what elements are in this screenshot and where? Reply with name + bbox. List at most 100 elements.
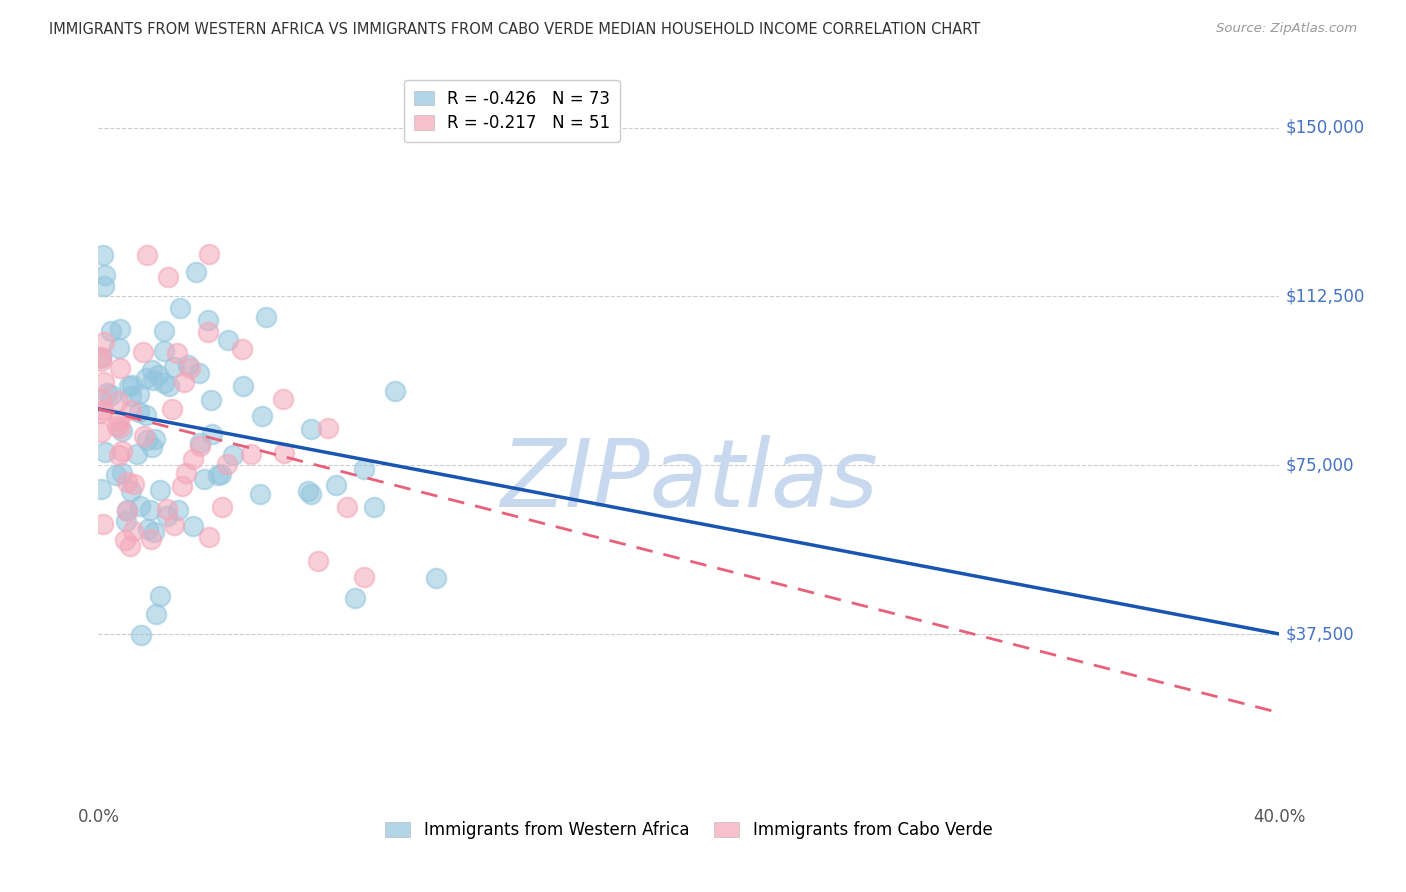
Point: [117, 379, 139, 393]
Point: [107, 342, 129, 356]
Point: [121, 524, 143, 539]
Point: [193, 472, 215, 486]
Point: [231, 342, 253, 356]
Point: [156, 508, 179, 523]
Point: [100, 324, 122, 338]
Point: [215, 457, 238, 471]
Point: [93, 375, 115, 389]
Point: [384, 384, 406, 398]
Point: [117, 503, 139, 517]
Point: [93, 279, 115, 293]
Point: [198, 530, 221, 544]
Point: [115, 514, 138, 528]
Point: [136, 433, 159, 447]
Point: [141, 441, 163, 455]
Text: $37,500: $37,500: [1285, 625, 1354, 643]
Point: [186, 265, 208, 279]
Point: [254, 310, 277, 324]
Point: [90, 350, 112, 364]
Legend: Immigrants from Western Africa, Immigrants from Cabo Verde: Immigrants from Western Africa, Immigran…: [378, 814, 1000, 846]
Point: [221, 448, 243, 462]
Text: IMMIGRANTS FROM WESTERN AFRICA VS IMMIGRANTS FROM CABO VERDE MEDIAN HOUSEHOLD IN: IMMIGRANTS FROM WESTERN AFRICA VS IMMIGR…: [49, 22, 980, 37]
Point: [93, 516, 115, 531]
Point: [176, 358, 198, 372]
Point: [108, 421, 131, 435]
Point: [96, 385, 118, 400]
Point: [100, 388, 122, 402]
Point: [138, 503, 160, 517]
Point: [111, 424, 134, 438]
Point: [128, 387, 150, 401]
Point: [120, 483, 142, 498]
Point: [128, 404, 150, 418]
Point: [336, 500, 359, 514]
Point: [136, 522, 159, 536]
Text: ZIPatlas: ZIPatlas: [501, 435, 877, 526]
Point: [181, 518, 204, 533]
Point: [211, 500, 233, 514]
Point: [148, 368, 170, 382]
Point: [316, 421, 339, 435]
Point: [108, 448, 131, 462]
Point: [90, 351, 112, 366]
Point: [188, 439, 211, 453]
Point: [181, 451, 204, 466]
Point: [325, 477, 347, 491]
Point: [232, 378, 254, 392]
Point: [167, 503, 190, 517]
Point: [128, 500, 150, 514]
Point: [129, 628, 152, 642]
Point: [108, 413, 131, 427]
Point: [108, 321, 131, 335]
Point: [120, 403, 142, 417]
Point: [114, 533, 136, 548]
Point: [163, 517, 186, 532]
Point: [145, 607, 167, 621]
Point: [110, 360, 132, 375]
Point: [344, 591, 367, 605]
Text: $150,000: $150,000: [1285, 119, 1364, 136]
Point: [120, 389, 142, 403]
Point: [90, 425, 112, 439]
Point: [94, 444, 117, 458]
Point: [425, 571, 447, 585]
Point: [166, 346, 188, 360]
Point: [132, 429, 155, 443]
Point: [118, 539, 141, 553]
Point: [209, 467, 232, 481]
Point: [142, 373, 165, 387]
Point: [110, 466, 132, 480]
Point: [353, 569, 375, 583]
Point: [153, 324, 176, 338]
Text: $112,500: $112,500: [1285, 287, 1365, 305]
Point: [197, 247, 219, 261]
Point: [107, 393, 129, 408]
Point: [132, 344, 155, 359]
Point: [139, 532, 162, 546]
Point: [249, 487, 271, 501]
Point: [91, 248, 114, 262]
Point: [141, 363, 163, 377]
Point: [135, 408, 157, 422]
Text: $75,000: $75,000: [1285, 456, 1354, 475]
Point: [105, 468, 128, 483]
Point: [273, 445, 295, 459]
Point: [153, 376, 176, 390]
Point: [90, 407, 112, 421]
Point: [163, 359, 186, 374]
Point: [156, 502, 179, 516]
Point: [271, 392, 294, 406]
Point: [135, 247, 157, 261]
Point: [90, 353, 112, 368]
Point: [115, 475, 138, 489]
Point: [160, 401, 183, 416]
Point: [153, 344, 176, 359]
Point: [179, 360, 201, 375]
Point: [90, 392, 112, 406]
Point: [111, 443, 134, 458]
Point: [299, 422, 322, 436]
Point: [353, 462, 375, 476]
Point: [297, 483, 319, 498]
Point: [115, 503, 138, 517]
Point: [307, 554, 329, 568]
